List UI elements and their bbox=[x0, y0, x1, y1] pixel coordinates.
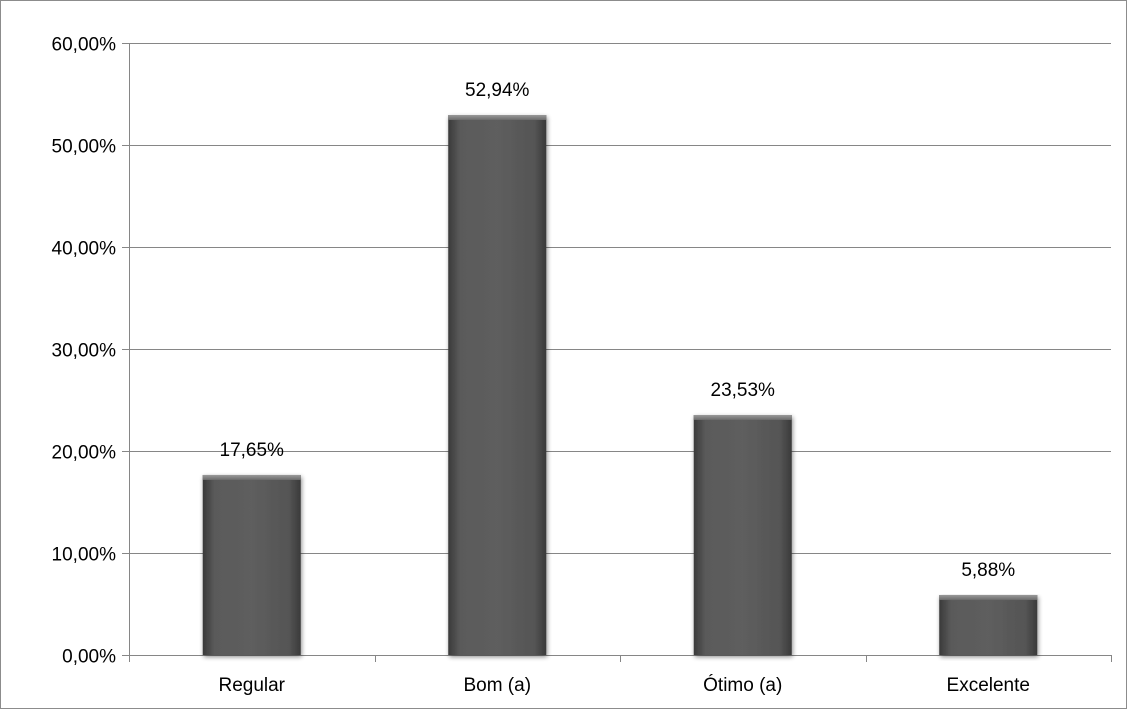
data-label: 17,65% bbox=[220, 440, 285, 461]
y-tick-label: 60,00% bbox=[52, 35, 117, 56]
y-tick-label: 20,00% bbox=[52, 443, 117, 464]
bar-body bbox=[202, 474, 301, 655]
gridlines bbox=[129, 43, 1111, 554]
bar-top-bevel bbox=[448, 115, 547, 121]
bar bbox=[693, 414, 792, 655]
bar-body bbox=[693, 414, 792, 655]
data-label: 23,53% bbox=[711, 380, 776, 401]
y-tick-labels: 0,00% 10,00% 20,00% 30,00% 40,00% 50,00% 60,00… bbox=[52, 35, 117, 668]
y-tick-label: 10,00% bbox=[52, 545, 117, 566]
data-labels: 17,65% 52,94% 23,53% 5,88% bbox=[220, 80, 1016, 581]
bar-body bbox=[939, 595, 1038, 655]
bar bbox=[448, 115, 547, 655]
bar-body bbox=[448, 115, 547, 655]
x-tick-label: Regular bbox=[218, 675, 285, 696]
data-label: 5,88% bbox=[961, 560, 1015, 581]
x-tick-label: Excelente bbox=[947, 675, 1030, 696]
axes bbox=[122, 43, 1112, 662]
data-label: 52,94% bbox=[465, 80, 530, 101]
y-tick-label: 0,00% bbox=[62, 647, 116, 668]
y-tick-label: 40,00% bbox=[52, 239, 117, 260]
bar bbox=[939, 595, 1038, 655]
x-tick-labels: Regular Bom (a) Ótimo (a) Excelente bbox=[218, 674, 1030, 696]
x-tick-label: Ótimo (a) bbox=[703, 674, 782, 696]
y-tick-label: 30,00% bbox=[52, 341, 117, 362]
bars bbox=[202, 115, 1038, 655]
y-tick-label: 50,00% bbox=[52, 137, 117, 158]
bar-top-bevel bbox=[202, 474, 301, 480]
bar bbox=[202, 474, 301, 655]
bar-top-bevel bbox=[939, 595, 1038, 601]
bar-top-bevel bbox=[693, 414, 792, 420]
x-tick-label: Bom (a) bbox=[463, 675, 531, 696]
